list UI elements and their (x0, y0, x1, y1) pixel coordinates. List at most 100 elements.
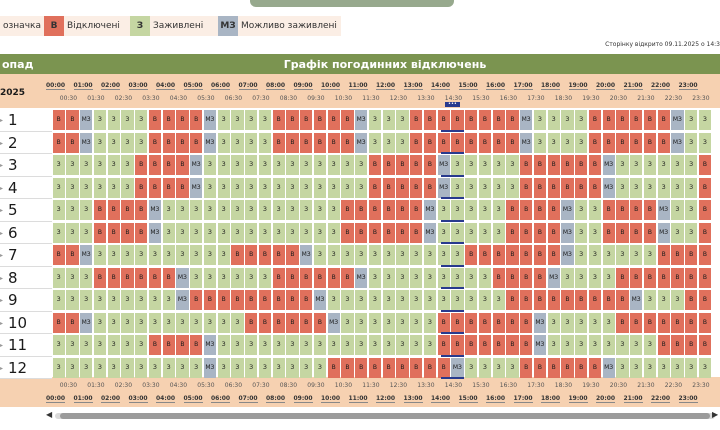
schedule-cell: В (657, 132, 670, 153)
schedule-cell: В (107, 267, 120, 288)
schedule-date: 2025 (0, 88, 26, 98)
schedule-cell: В (437, 110, 450, 130)
half-hour-label: 10:30 (334, 382, 353, 389)
hour-label: 14:00 (431, 82, 451, 90)
expand-arrow-icon[interactable]: ▸ (0, 139, 4, 147)
legend-on-swatch: З (130, 16, 150, 36)
schedule-cell: МЗ (80, 245, 93, 265)
expand-arrow-icon[interactable]: ▸ (0, 252, 4, 259)
schedule-cell: З (231, 155, 244, 175)
schedule-cell: В (657, 267, 670, 288)
schedule-cell: В (643, 267, 656, 288)
schedule-cell: МЗ (203, 110, 216, 130)
schedule-cell: В (547, 155, 560, 175)
schedule-cell: З (135, 290, 148, 310)
schedule-cell: В (520, 335, 533, 355)
schedule-cell: З (698, 132, 711, 153)
schedule-cell: В (575, 177, 588, 198)
half-hour-label: 17:30 (527, 95, 545, 102)
schedule-cell: В (698, 335, 711, 355)
hour-label: 01:00 (73, 395, 93, 403)
schedule-cell: З (327, 335, 340, 355)
schedule-cell: В (396, 357, 409, 378)
expand-arrow-icon[interactable]: ▸ (0, 117, 4, 124)
schedule-cell: В (327, 267, 340, 288)
half-hour-label: 00:30 (59, 95, 78, 102)
schedule-cell: З (396, 312, 409, 333)
expand-arrow-icon[interactable]: ▸ (0, 274, 4, 282)
schedule-cell: З (355, 335, 368, 355)
expand-arrow-icon[interactable]: ▸ (0, 184, 4, 192)
schedule-cell: МЗ (423, 200, 436, 220)
schedule-cell: З (437, 200, 450, 220)
schedule-cell: В (588, 177, 601, 198)
schedule-cell: З (121, 290, 134, 310)
schedule-cell: З (52, 335, 65, 355)
expand-arrow-icon[interactable]: ▸ (0, 342, 4, 349)
schedule-cell: З (547, 335, 560, 355)
half-hour-label: 18:30 (554, 382, 573, 389)
schedule-cell: В (492, 312, 505, 333)
schedule-cell: В (341, 267, 354, 288)
schedule-cell: МЗ (176, 290, 189, 310)
schedule-cell: МЗ (671, 110, 684, 130)
schedule-cell: З (190, 245, 203, 265)
schedule-cell: В (148, 132, 161, 153)
expand-arrow-icon[interactable]: ▸ (0, 162, 4, 169)
half-hour-label: 09:30 (307, 95, 325, 102)
schedule-cell: З (66, 335, 79, 355)
expand-arrow-icon[interactable]: ▸ (0, 364, 4, 372)
schedule-cell: В (492, 335, 505, 355)
schedule-cell: МЗ (80, 312, 93, 333)
queue-number: 3 (8, 156, 18, 174)
schedule-cell: З (121, 335, 134, 355)
schedule-cell: В (533, 200, 546, 220)
schedule-cell: В (423, 177, 436, 198)
hour-label: 18:00 (541, 82, 561, 90)
schedule-cell: В (506, 222, 519, 243)
schedule-cell: В (685, 267, 698, 288)
schedule-cell: З (671, 222, 684, 243)
queue-label: ▸ 1 (0, 109, 52, 132)
current-time-line (441, 264, 464, 267)
hour-label: 03:00 (128, 82, 148, 90)
horizontal-scrollbar[interactable]: ◀ ▶ (0, 407, 720, 430)
hour-label: 13:00 (403, 82, 423, 90)
expand-arrow-icon[interactable]: ▸ (0, 319, 4, 327)
expand-arrow-icon[interactable]: ▸ (0, 297, 4, 304)
schedule-cell: З (685, 200, 698, 220)
legend-title: означка (0, 16, 44, 36)
schedule-cell: З (685, 357, 698, 378)
schedule-cell: В (520, 222, 533, 243)
schedule-cell: МЗ (602, 155, 615, 175)
half-hour-label: 08:30 (279, 382, 298, 389)
schedule-cell: З (258, 200, 271, 220)
schedule-cell: В (698, 222, 711, 243)
scroll-thumb[interactable] (60, 413, 710, 419)
expand-arrow-icon[interactable]: ▸ (0, 207, 4, 214)
schedule-cell: В (190, 110, 203, 130)
expand-arrow-icon[interactable]: ▸ (0, 229, 4, 237)
schedule-cell: В (575, 357, 588, 378)
scroll-left-icon[interactable]: ◀ (46, 410, 53, 419)
hour-label: 08:00 (266, 395, 286, 403)
schedule-cell: З (368, 267, 381, 288)
half-hour-label: 05:30 (197, 382, 215, 389)
hour-label: 16:00 (486, 82, 506, 90)
schedule-cell: З (176, 245, 189, 265)
schedule-cell: З (616, 357, 629, 378)
schedule-cell: З (396, 245, 409, 265)
schedule-cell: В (286, 267, 299, 288)
queue-number: 11 (8, 336, 28, 354)
scroll-right-icon[interactable]: ▶ (712, 410, 719, 419)
schedule-cell: З (245, 177, 258, 198)
schedule-cell: З (313, 177, 326, 198)
schedule-cell: З (286, 335, 299, 355)
schedule-cell: В (396, 155, 409, 175)
hour-label: 20:00 (596, 82, 616, 90)
hour-label: 16:00 (486, 395, 506, 403)
schedule-cell: В (506, 290, 519, 310)
schedule-cell: З (245, 155, 258, 175)
schedule-cell: МЗ (203, 335, 216, 355)
half-hour-label: 21:30 (637, 95, 655, 102)
